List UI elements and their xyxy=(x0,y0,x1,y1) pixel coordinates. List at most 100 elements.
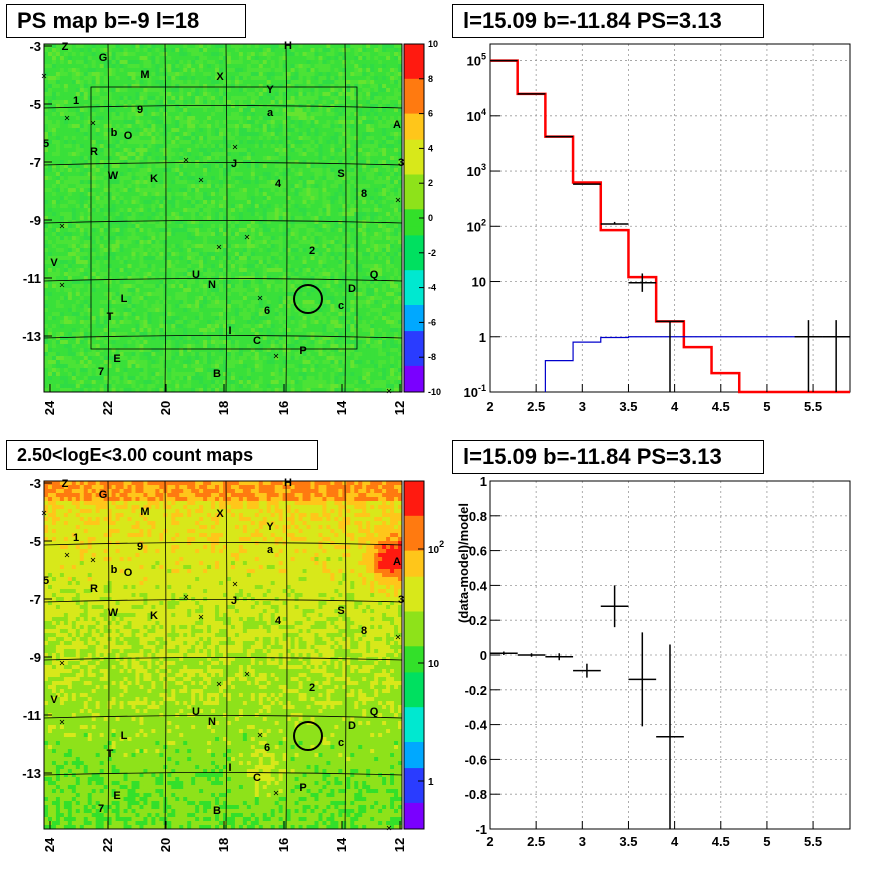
colorbar-cell xyxy=(404,79,424,88)
colorbar-cell xyxy=(404,707,424,716)
source-label: T xyxy=(107,748,114,760)
x-tick-label: 2.5 xyxy=(527,399,545,414)
colorbar-cell xyxy=(404,140,424,149)
colorbar-cell xyxy=(404,603,424,612)
source-label: b xyxy=(111,564,118,576)
source-label: J xyxy=(231,595,237,607)
source-label: 1 xyxy=(73,532,79,544)
colorbar-cell xyxy=(404,751,424,760)
source-label: 8 xyxy=(361,188,367,200)
source-label: 2 xyxy=(309,245,315,257)
x-tick-label: 5.5 xyxy=(804,399,822,414)
colorbar-tick-label: 2 xyxy=(428,178,433,188)
colorbar-cell xyxy=(404,131,424,140)
y-tick-label: -1 xyxy=(475,822,487,837)
colorbar-cell xyxy=(404,820,424,829)
colorbar-cell xyxy=(404,612,424,621)
source-label: 1 xyxy=(73,95,79,107)
source-label: 9 xyxy=(137,541,143,553)
colorbar-cell xyxy=(404,725,424,734)
x-tick-label: 20 xyxy=(158,401,173,415)
source-label: I xyxy=(228,325,231,337)
y-tick-label: 105 xyxy=(467,52,486,69)
colorbar-cell xyxy=(404,262,424,271)
data-point xyxy=(656,321,684,392)
colorbar-tick-label: 8 xyxy=(428,74,433,84)
colorbar-cell xyxy=(404,768,424,777)
colorbar-cell xyxy=(404,175,424,184)
colorbar-cell xyxy=(404,122,424,131)
source-label: N xyxy=(208,279,216,291)
colorbar-cell xyxy=(404,53,424,62)
colorbar-cell xyxy=(404,114,424,123)
colorbar-tick-label: 4 xyxy=(428,143,433,153)
y-tick-label: 1 xyxy=(479,330,486,345)
source-label: D xyxy=(348,283,356,295)
colorbar-cell xyxy=(404,96,424,105)
x-tick-label: 3 xyxy=(579,399,586,414)
source-label: B xyxy=(213,368,221,380)
source-label: L xyxy=(121,730,128,742)
source-label: 3 xyxy=(398,594,404,606)
colorbar-cell xyxy=(404,305,424,314)
y-tick-label: 10-1 xyxy=(464,383,486,400)
colorbar-cell xyxy=(404,70,424,79)
x-tick-label: 5.5 xyxy=(804,834,822,849)
y-tick-label: -11 xyxy=(23,708,41,723)
source-label: V xyxy=(50,257,58,269)
x-tick-label: 3 xyxy=(579,834,586,849)
x-tick-label: 3.5 xyxy=(619,834,637,849)
y-tick-label: 102 xyxy=(467,217,486,234)
colorbar-cell xyxy=(404,383,424,392)
source-label: S xyxy=(337,168,344,180)
colorbar-cell xyxy=(404,183,424,192)
y-tick-label: -0.2 xyxy=(465,683,487,698)
y-tick-label: -0.6 xyxy=(465,752,487,767)
colorbar-cell xyxy=(404,235,424,244)
colorbar-cell xyxy=(404,61,424,70)
x-tick-label: 16 xyxy=(276,401,291,415)
y-tick-label: 0.6 xyxy=(469,544,487,559)
colorbar-tick-label: -10 xyxy=(428,387,441,397)
x-tick-label: 2 xyxy=(486,399,493,414)
source-label: Y xyxy=(266,521,274,533)
x-tick-label: 24 xyxy=(42,837,57,852)
source-label: U xyxy=(192,706,200,718)
data-point xyxy=(795,320,823,392)
colorbar-cell xyxy=(404,803,424,812)
x-tick-label: 14 xyxy=(334,837,349,852)
colorbar-cell xyxy=(404,533,424,542)
colorbar-cell xyxy=(404,577,424,586)
colorbar-tick-label: 0 xyxy=(428,213,433,223)
source-label: J xyxy=(231,158,237,170)
source-label: K xyxy=(150,610,158,622)
source-label: a xyxy=(267,544,274,556)
colorbar-cell xyxy=(404,279,424,288)
y-tick-label: 104 xyxy=(467,107,486,124)
y-tick-label: 103 xyxy=(467,162,486,179)
x-tick-label: 4 xyxy=(671,399,679,414)
source-label: Q xyxy=(370,706,379,718)
source-label: E xyxy=(113,353,120,365)
source-label: X xyxy=(216,71,224,83)
source-label: G xyxy=(99,52,108,64)
x-tick-label: 12 xyxy=(392,838,407,852)
y-tick-label: 1 xyxy=(480,474,487,489)
colorbar-cell xyxy=(404,672,424,681)
x-tick-label: 4.5 xyxy=(712,399,730,414)
source-label: H xyxy=(284,40,292,52)
source-label: A xyxy=(393,119,401,131)
source-label: H xyxy=(284,477,292,489)
x-tick-label: 22 xyxy=(100,838,115,852)
y-tick-label: -7 xyxy=(29,155,41,170)
source-label: X xyxy=(216,508,224,520)
residual-point xyxy=(656,645,684,829)
x-tick-label: 4.5 xyxy=(712,834,730,849)
source-label: 4 xyxy=(275,615,282,627)
y-tick-label: 0.2 xyxy=(469,613,487,628)
colorbar-cell xyxy=(404,192,424,201)
colorbar-cell xyxy=(404,559,424,568)
colorbar-cell xyxy=(404,542,424,551)
x-tick-label: 2.5 xyxy=(527,834,545,849)
